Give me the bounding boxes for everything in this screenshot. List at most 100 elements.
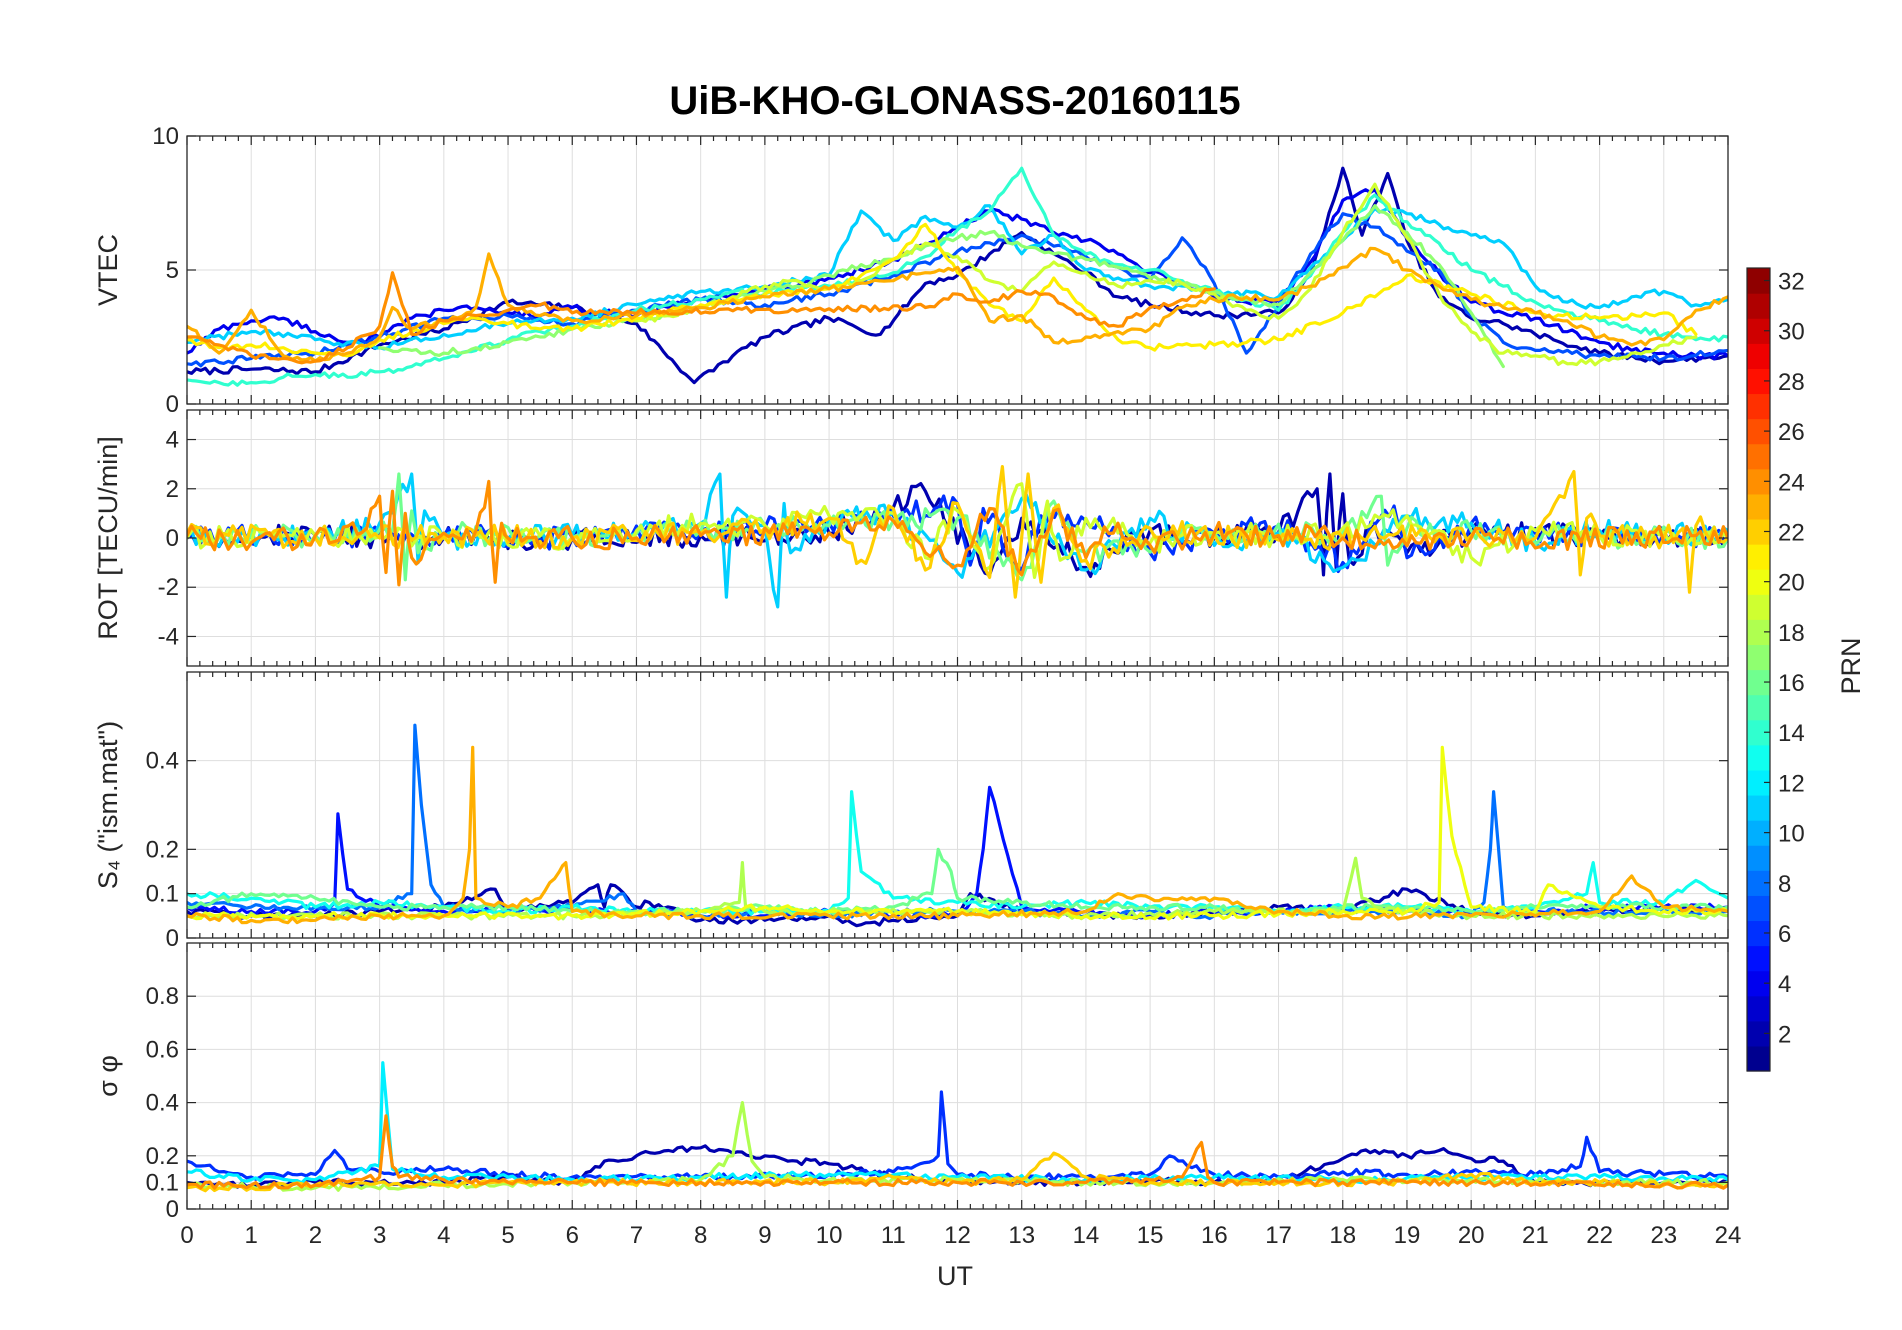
trace-prn-24	[187, 271, 1216, 365]
colorbar-segment	[1747, 995, 1770, 1022]
colorbar-tick-label: 14	[1778, 720, 1805, 747]
colorbar-segment	[1747, 669, 1770, 696]
x-tick-label: 12	[944, 1222, 971, 1249]
x-tick-label: 13	[1008, 1222, 1035, 1249]
colorbar-segment	[1747, 820, 1770, 846]
x-tick-label: 8	[694, 1222, 707, 1249]
colorbar-segment	[1747, 644, 1770, 671]
y-tick-label: 0.1	[146, 881, 179, 908]
colorbar-segment	[1747, 1020, 1770, 1047]
trace-prn-2	[187, 166, 1728, 385]
trace-prn-24	[187, 479, 1728, 587]
x-tick-label: 22	[1586, 1222, 1613, 1249]
colorbar-segment	[1747, 418, 1770, 445]
x-tick-label: 1	[245, 1222, 258, 1249]
y-tick-label: 0	[166, 525, 179, 552]
trace-prn-11	[187, 204, 1728, 351]
trace-prn-17	[378, 204, 1505, 369]
x-tick-label: 6	[566, 1222, 579, 1249]
panel-2-ticks	[186, 410, 1729, 666]
y-tick-label: 0	[166, 391, 179, 418]
colorbar-tick-label: 20	[1778, 570, 1805, 597]
y-tick-label: 0.2	[146, 836, 179, 863]
colorbar-segment	[1747, 368, 1770, 395]
colorbar-segment	[1747, 518, 1770, 545]
colorbar-tick-label: 30	[1778, 319, 1805, 346]
panel-3: 0 0.1 0.2 0.4 S₄ ("ism.mat")	[93, 671, 1729, 952]
y-tick-label: 0.6	[146, 1036, 179, 1063]
colorbar-segment	[1747, 443, 1770, 470]
x-tick-label: 23	[1650, 1222, 1677, 1249]
colorbar-frame	[1746, 267, 1771, 1072]
trace-prn-23	[187, 745, 1728, 925]
panel-4-traces	[187, 1061, 1728, 1193]
x-tick-label: 17	[1265, 1222, 1292, 1249]
y-tick-label: 5	[166, 257, 179, 284]
x-tick-label: 11	[881, 1222, 906, 1249]
colorbar-tick-label: 16	[1778, 670, 1805, 697]
y-tick-label: 0	[166, 1196, 179, 1223]
colorbar-tick-label: 22	[1778, 519, 1805, 546]
x-tick-label: 21	[1522, 1222, 1549, 1249]
y-tick-label: 2	[166, 476, 179, 503]
y-tick-label: 0.1	[146, 1169, 179, 1196]
x-tick-label: 7	[630, 1222, 643, 1249]
trace-prn-6	[187, 1090, 1728, 1182]
colorbar-tick-label: 10	[1778, 821, 1805, 848]
x-tick-label: 0	[180, 1222, 193, 1249]
x-axis-label: UT	[937, 1261, 973, 1291]
colorbar-label: PRN	[1836, 637, 1866, 694]
y-tick-label: -4	[158, 623, 179, 650]
y-tick-label: 4	[166, 427, 179, 454]
x-tick-label: 20	[1458, 1222, 1485, 1249]
y-tick-label: 0.8	[146, 983, 179, 1010]
colorbar-segment	[1747, 343, 1770, 369]
colorbar-tick-label: 32	[1778, 269, 1805, 296]
panel-3-ticks	[186, 672, 1729, 939]
panel-1-traces	[187, 166, 1728, 387]
panel-2-traces	[187, 465, 1728, 609]
trace-prn-22	[187, 465, 1728, 599]
colorbar-segment	[1747, 845, 1770, 871]
colorbar-segment	[1747, 619, 1770, 646]
trace-prn-16	[187, 847, 1728, 917]
trace-prn-24	[187, 1114, 1728, 1190]
colorbar-segment	[1747, 920, 1770, 947]
trace-prn-14	[187, 166, 1728, 387]
colorbar-segment	[1747, 594, 1770, 620]
x-tick-label: 5	[501, 1222, 514, 1249]
panel-4-ylabel: σ φ	[93, 1055, 123, 1097]
panel-4: 00.10.2 0.4 0.6 0.8 σ φ	[93, 942, 1729, 1223]
x-tick-label: 3	[373, 1222, 386, 1249]
colorbar-tick-label: 26	[1778, 419, 1805, 446]
colorbar-segment	[1747, 744, 1770, 771]
y-tick-label: 0.4	[146, 1090, 179, 1117]
panel-2: -4 -2 0 2 4 ROT [TECU/min]	[93, 409, 1729, 667]
panel-4-ticks	[186, 943, 1729, 1210]
panel-3-ylabel: S₄ ("ism.mat")	[93, 721, 123, 889]
colorbar-segment	[1747, 970, 1770, 997]
panel-1-ticks	[186, 135, 1729, 405]
colorbar-segment	[1747, 318, 1770, 344]
colorbar-tick-label: 6	[1778, 921, 1791, 948]
colorbar-tick-label: 28	[1778, 369, 1805, 396]
x-tick-label: 9	[758, 1222, 771, 1249]
colorbar-segment	[1747, 493, 1770, 520]
colorbar-tick-label: 18	[1778, 620, 1805, 647]
colorbar-segment	[1747, 1045, 1770, 1072]
trace-prn-19	[634, 182, 1698, 367]
panel-3-traces	[187, 723, 1728, 928]
y-tick-label: 0.4	[146, 748, 179, 775]
colorbar-segment	[1747, 268, 1770, 294]
colorbar-segment	[1747, 945, 1770, 972]
colorbar-segment	[1747, 719, 1770, 746]
colorbar-segment	[1747, 794, 1770, 821]
panel-2-ylabel: ROT [TECU/min]	[93, 436, 123, 640]
x-tick-label: 15	[1137, 1222, 1164, 1249]
colorbar-segment	[1747, 895, 1770, 922]
panel-1-ylabel: VTEC	[93, 234, 123, 306]
y-tick-label: -2	[158, 574, 179, 601]
